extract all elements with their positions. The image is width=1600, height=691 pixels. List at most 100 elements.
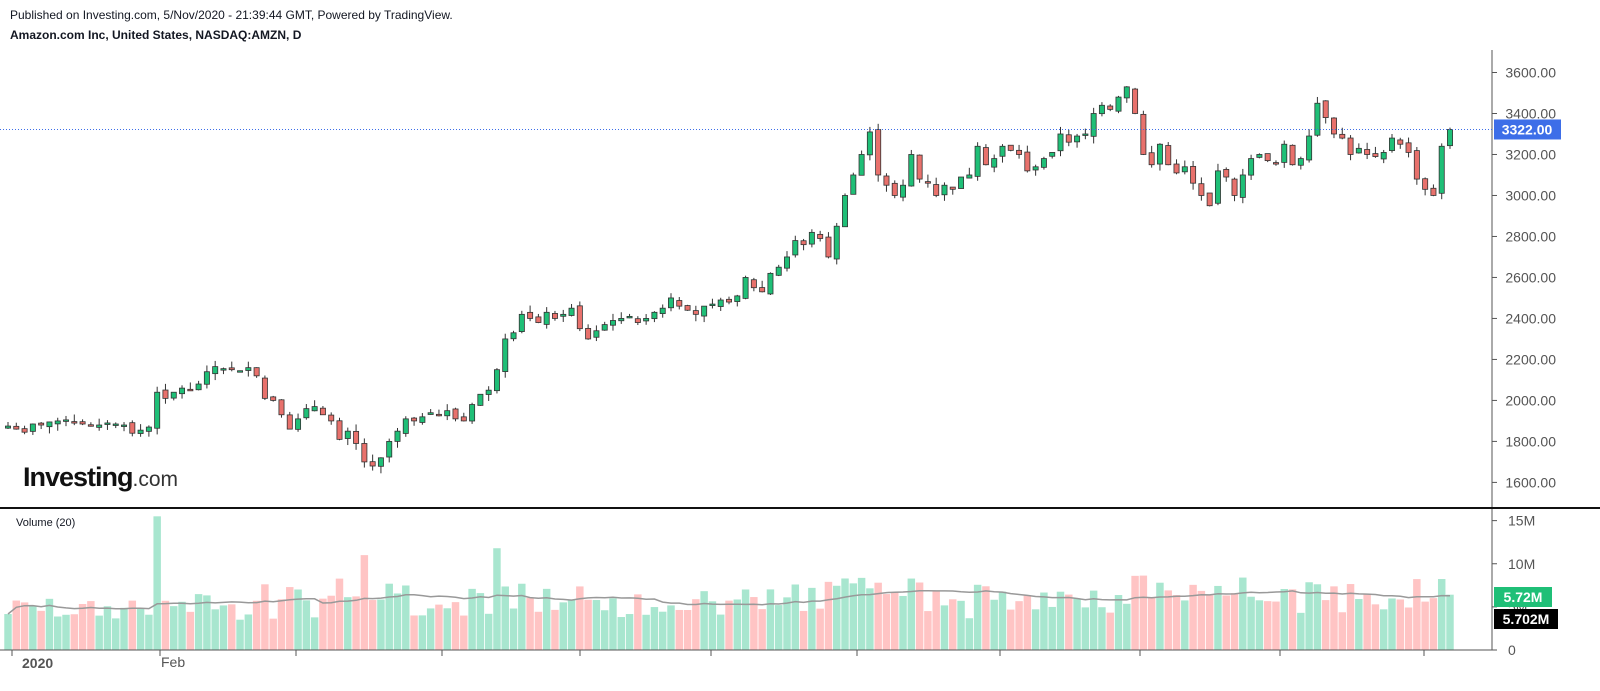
volume-bar <box>153 516 161 650</box>
candle-body <box>427 412 434 415</box>
price-tick-label: 3600.00 <box>1505 64 1556 80</box>
volume-bar <box>932 590 940 650</box>
candle-body <box>1322 100 1329 118</box>
candle-body <box>286 414 293 430</box>
volume-bar <box>924 611 932 650</box>
volume-bar <box>559 602 567 650</box>
candle-body <box>79 421 86 425</box>
volume-tick-label: 0 <box>1508 642 1516 658</box>
volume-bar <box>692 599 700 650</box>
volume-bar <box>1189 584 1197 650</box>
volume-bar <box>882 594 891 650</box>
candle-body <box>800 240 807 246</box>
candle-body <box>966 174 973 179</box>
candle-body <box>991 158 998 168</box>
candle-body <box>626 315 633 319</box>
volume-bar <box>385 583 393 650</box>
volume-bar <box>1421 601 1429 650</box>
candle-body <box>460 416 467 422</box>
last-volume-tag <box>1494 587 1552 607</box>
volume-bar <box>178 601 186 650</box>
candle-body <box>21 428 28 433</box>
volume-bar <box>1114 595 1123 650</box>
candle-body <box>1248 158 1255 176</box>
candle-body <box>187 388 194 392</box>
candle-body <box>1289 144 1296 166</box>
volume-bar <box>716 614 725 650</box>
price-tick-label: 2800.00 <box>1505 228 1556 244</box>
volume-bar <box>1197 590 1206 650</box>
volume-bar <box>277 599 286 650</box>
volume-bar <box>766 589 775 650</box>
volume-bar <box>1123 603 1131 650</box>
candle-body <box>651 311 658 320</box>
volume-bar <box>1321 600 1330 650</box>
candle-body <box>817 233 824 239</box>
candle-body <box>63 419 69 422</box>
candle-body <box>974 145 981 177</box>
volume-bar <box>4 614 12 650</box>
volume-bar <box>1164 590 1172 650</box>
candle-body <box>1090 113 1097 137</box>
volume-bar <box>1156 582 1164 650</box>
volume-bar <box>327 595 335 650</box>
candle-body <box>792 240 799 256</box>
candle-body <box>1049 152 1056 157</box>
volume-bar <box>634 594 642 650</box>
volume-bar <box>211 609 219 650</box>
volume-bar <box>1429 598 1438 650</box>
volume-bar <box>957 600 965 650</box>
time-label-2020: 2020 <box>22 655 53 671</box>
candle-body <box>1438 145 1445 194</box>
volume-bar <box>1272 601 1280 650</box>
candle-body <box>361 443 368 463</box>
candle-body <box>1198 183 1205 196</box>
candle-body <box>709 303 716 306</box>
candle-body <box>949 186 956 190</box>
volume-bar <box>261 584 269 650</box>
candle-body <box>726 298 732 303</box>
candle-body <box>924 181 931 184</box>
candle-body <box>1156 143 1163 165</box>
candle-body <box>394 430 401 442</box>
candle-body <box>916 154 923 180</box>
volume-bar <box>460 615 468 650</box>
volume-bar <box>120 607 128 650</box>
candle-body <box>1007 144 1014 151</box>
volume-bar <box>112 618 120 650</box>
volume-bar <box>377 599 385 650</box>
volume-bar <box>683 609 692 650</box>
volume-bar <box>269 618 277 650</box>
volume-bar <box>426 608 435 650</box>
candle-body <box>551 313 558 319</box>
price-tick-label: 3000.00 <box>1505 187 1556 203</box>
volume-bar <box>468 588 476 650</box>
candle-body <box>808 231 815 245</box>
volume-bar <box>1437 579 1446 650</box>
candle-body <box>1281 143 1288 163</box>
volume-bar <box>1371 604 1380 650</box>
candle-body <box>585 328 592 340</box>
candle-body <box>750 279 757 289</box>
volume-bar <box>642 614 650 650</box>
candle-body <box>328 414 335 422</box>
candle-body <box>568 307 575 316</box>
candle-body <box>5 425 11 429</box>
volume-bar <box>484 613 493 650</box>
volume-bar <box>1056 591 1065 650</box>
volume-bar <box>136 608 145 650</box>
volume-bar <box>667 605 675 650</box>
candle-body <box>1098 104 1105 115</box>
candle-body <box>676 300 683 307</box>
candle-body <box>402 418 409 434</box>
volume-bar <box>352 596 360 650</box>
volume-bar <box>750 597 758 650</box>
volume-bar <box>741 589 750 650</box>
volume-bar <box>128 600 137 650</box>
volume-tick-label: 10M <box>1508 556 1535 572</box>
volume-bar <box>95 615 103 650</box>
price-tick-label: 2400.00 <box>1505 310 1556 326</box>
volume-bar <box>1089 590 1098 650</box>
volume-bar <box>443 608 451 650</box>
